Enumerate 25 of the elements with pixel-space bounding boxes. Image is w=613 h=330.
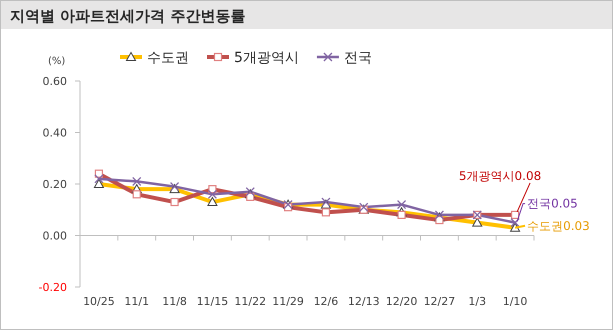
y-tick-label: 0.00 <box>42 230 67 242</box>
y-axis-title: (%) <box>48 56 66 67</box>
annotation: 수도권0.03 <box>527 218 590 233</box>
annotation: 5개광역시0.08 <box>458 168 542 183</box>
y-tick-label: 0.40 <box>42 126 67 140</box>
x-tick-label: 12/20 <box>386 295 418 308</box>
x-tick-label: 11/29 <box>272 295 304 308</box>
x-tick-label: 1/3 <box>468 295 486 308</box>
x-tick-label: 11/1 <box>124 295 150 308</box>
x-tick-label: 11/8 <box>162 295 187 308</box>
y-tick-label: -0.20 <box>38 281 67 294</box>
x-tick-label: 10/25 <box>83 295 115 308</box>
x-tick-label: 12/13 <box>348 295 380 308</box>
x-tick-label: 1/10 <box>502 295 528 308</box>
annotation: 전국0.05 <box>527 196 578 211</box>
y-tick-label: 0.60 <box>42 75 67 88</box>
x-tick-label: 11/22 <box>234 295 266 308</box>
y-tick-label: 0.20 <box>42 178 67 191</box>
chart-title: 지역별 아파트전세가격 주간변동률 <box>10 7 246 25</box>
legend-label: 전국 <box>344 50 372 66</box>
legend-label: 5개광역시 <box>234 50 299 66</box>
x-tick-label: 11/15 <box>196 295 228 308</box>
x-tick-label: 12/27 <box>424 295 456 308</box>
x-tick-label: 12/6 <box>314 295 338 308</box>
legend-label: 수도권 <box>147 50 189 66</box>
